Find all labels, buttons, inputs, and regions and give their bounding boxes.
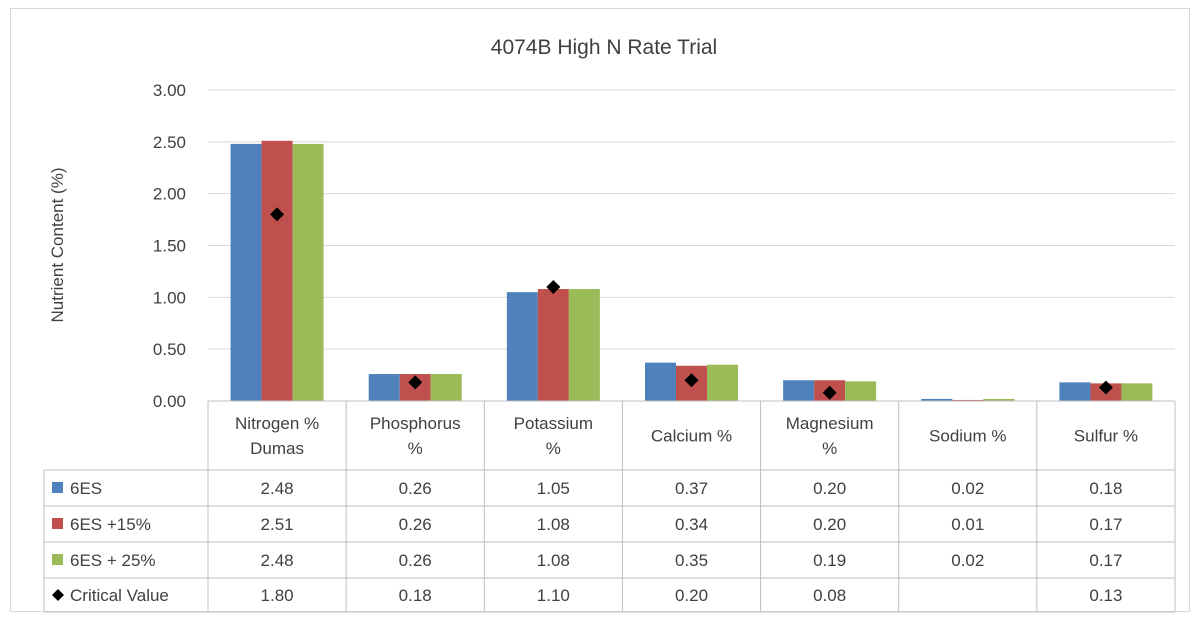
- bar-6es: [921, 398, 953, 401]
- data-table-cell: 1.08: [537, 551, 570, 570]
- data-table-cell: 0.18: [399, 586, 432, 605]
- data-table-cell: 2.48: [261, 551, 294, 570]
- bar-6es: [230, 143, 262, 401]
- data-table-cell: 0.26: [399, 515, 432, 534]
- data-table-cell: 0.20: [813, 479, 846, 498]
- bar-6es: [783, 380, 815, 401]
- bar-6es-25-: [430, 374, 462, 401]
- data-table-cell: 0.26: [399, 551, 432, 570]
- bar-6es-15-: [952, 399, 984, 401]
- data-table-cell: 0.26: [399, 479, 432, 498]
- y-axis-label: Nutrient Content (%): [48, 168, 67, 323]
- bar-6es: [506, 292, 538, 401]
- bar-6es-25-: [983, 398, 1015, 401]
- y-tick-label: 0.00: [153, 392, 186, 411]
- category-label: Calcium %: [651, 427, 732, 446]
- bar-6es-25-: [1121, 383, 1153, 401]
- data-table-cell: 0.17: [1089, 551, 1122, 570]
- y-tick-label: 0.50: [153, 340, 186, 359]
- y-tick-label: 1.50: [153, 237, 186, 256]
- bar-6es-25-: [568, 289, 600, 401]
- data-table-cell: 0.08: [813, 586, 846, 605]
- bar-6es: [1059, 382, 1091, 401]
- category-label: Sulfur %: [1074, 427, 1138, 446]
- bar-6es-25-: [707, 364, 738, 401]
- data-table-cell: 0.17: [1089, 515, 1122, 534]
- category-label: Sodium %: [929, 427, 1006, 446]
- data-table-cell: 1.08: [537, 515, 570, 534]
- category-label: Dumas: [250, 439, 304, 458]
- legend-swatch: [52, 554, 63, 565]
- legend-swatch: [52, 482, 63, 493]
- legend-label: Critical Value: [70, 586, 169, 605]
- data-table-cell: 1.05: [537, 479, 570, 498]
- y-tick-label: 2.50: [153, 133, 186, 152]
- category-label: %: [408, 439, 423, 458]
- chart-title: 4074B High N Rate Trial: [491, 36, 717, 59]
- category-label: Phosphorus: [370, 414, 461, 433]
- critical-value-marker: [546, 279, 561, 294]
- data-table-cell: 1.80: [261, 586, 294, 605]
- category-label: %: [822, 439, 837, 458]
- legend-label: 6ES +15%: [70, 515, 151, 534]
- data-table-cell: 2.48: [261, 479, 294, 498]
- legend-marker: [52, 589, 64, 601]
- data-table-cell: 0.20: [813, 515, 846, 534]
- critical-value-marker: [822, 385, 837, 400]
- legend-swatch: [52, 518, 63, 529]
- data-table-cell: 0.20: [675, 586, 708, 605]
- category-label: %: [546, 439, 561, 458]
- data-table-cell: 2.51: [261, 515, 294, 534]
- y-tick-label: 1.00: [153, 288, 186, 307]
- y-tick-label: 2.00: [153, 185, 186, 204]
- bar-6es-15-: [537, 289, 569, 401]
- critical-value-marker: [1098, 380, 1113, 395]
- bar-6es-25-: [845, 381, 877, 401]
- data-table-cell: 1.10: [537, 586, 570, 605]
- bar-6es: [368, 374, 400, 401]
- data-table-cell: 0.34: [675, 515, 708, 534]
- critical-value-marker: [270, 207, 285, 222]
- data-table-cell: 0.18: [1089, 479, 1122, 498]
- legend-label: 6ES + 25%: [70, 551, 156, 570]
- data-table-cell: 0.35: [675, 551, 708, 570]
- y-tick-label: 3.00: [153, 81, 186, 100]
- legend-label: 6ES: [70, 479, 102, 498]
- data-table-cell: 0.02: [951, 551, 984, 570]
- data-table-cell: 0.37: [675, 479, 708, 498]
- data-table-cell: 0.19: [813, 551, 846, 570]
- category-label: Nitrogen %: [235, 414, 319, 433]
- data-table-cell: 0.02: [951, 479, 984, 498]
- bar-6es: [645, 362, 676, 401]
- bar-6es-25-: [292, 143, 324, 401]
- data-table-cell: 0.01: [951, 515, 984, 534]
- data-table-cell: 0.13: [1089, 586, 1122, 605]
- category-label: Potassium: [514, 414, 593, 433]
- bar-6es-15-: [261, 140, 293, 401]
- category-label: Magnesium: [786, 414, 874, 433]
- critical-value-marker: [684, 373, 699, 388]
- chart-frame: [10, 8, 1190, 612]
- critical-value-marker: [408, 375, 423, 390]
